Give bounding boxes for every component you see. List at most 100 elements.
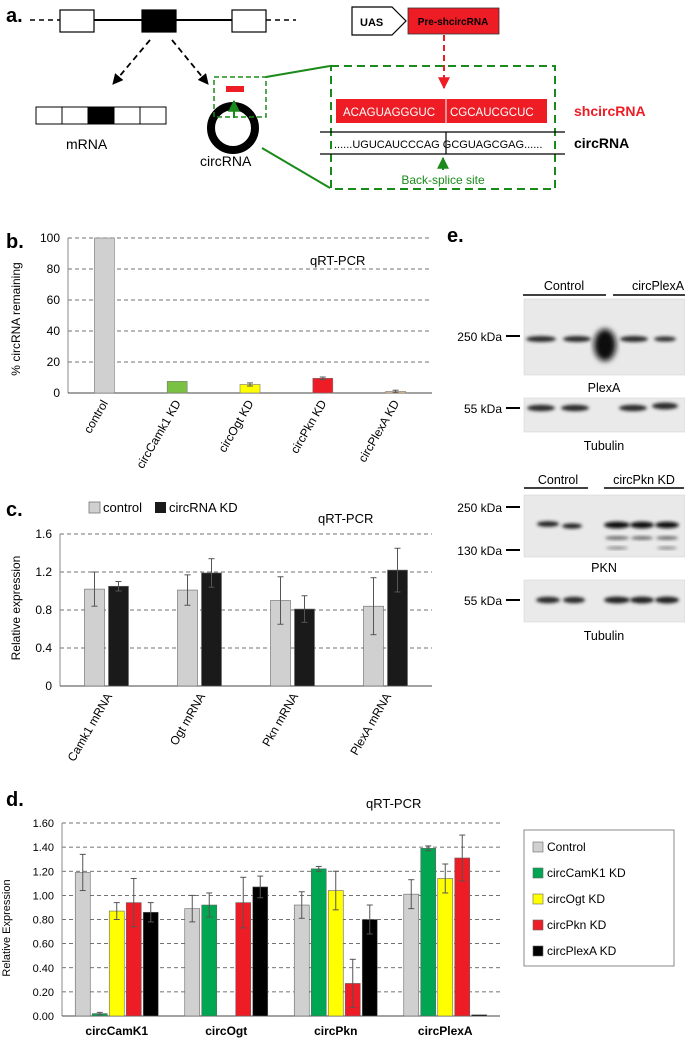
blot2-caption-pkn: PKN xyxy=(591,561,617,575)
blot2-marker-130: 130 kDa xyxy=(457,544,502,558)
chart-b-xtick: circCamk1 KD xyxy=(133,397,184,471)
circrna-label: circRNA xyxy=(200,153,252,169)
chart-d-ytick: 1.40 xyxy=(33,842,54,854)
pre-shcircrna-box xyxy=(407,7,500,35)
blot2-caption-tubulin: Tubulin xyxy=(584,629,625,643)
plexa-artifact xyxy=(594,329,616,361)
mrna-exon xyxy=(61,106,89,125)
chart-d: 0.00 0.20 0.40 0.60 0.80 1.00 1.20 1.40 1.60 circ… xyxy=(33,818,500,1038)
chart-c-xtick: Ogt mRNA xyxy=(167,691,208,748)
chart-d-ytick: 0.80 xyxy=(33,915,54,927)
chart-c-ylabel: Relative expression xyxy=(9,556,23,661)
zoom-box xyxy=(213,76,267,118)
chart-c-xtick: Camk1 mRNA xyxy=(65,691,115,764)
chart-c-xtick: PlexA mRNA xyxy=(347,691,394,758)
arrow-to-circrna xyxy=(171,39,209,85)
chart-d-bar xyxy=(437,878,454,1017)
panel-d-label: d. xyxy=(6,789,24,811)
pkn-faint-band xyxy=(656,536,678,540)
panel-b: b. % circRNA remaining 0 20 40 60 80 100 contr… xyxy=(6,231,432,471)
chart-d-ytick: 0.60 xyxy=(33,939,54,951)
chart-d-bar xyxy=(252,886,269,1017)
pkn-faint-band xyxy=(606,546,628,550)
legend-c-kd-label: circRNA KD xyxy=(169,500,238,515)
tubulin-band xyxy=(630,596,654,604)
chart-b-bar xyxy=(312,377,334,394)
chart-d-bar xyxy=(201,904,218,1017)
chart-c-bar xyxy=(201,572,222,687)
tubulin-band xyxy=(652,402,678,410)
exon-box xyxy=(231,9,267,33)
chart-d-bar xyxy=(420,848,437,1017)
chart-b-bar xyxy=(94,237,115,394)
tubulin-band xyxy=(561,404,589,412)
chart-c-ytick: 0.8 xyxy=(35,603,52,617)
pkn-band xyxy=(630,521,654,529)
chart-b-title: qRT-PCR xyxy=(310,253,365,268)
exon-box xyxy=(59,9,95,33)
legend-d-box xyxy=(523,829,675,967)
circrna-seq-label: circRNA xyxy=(574,135,629,151)
panel-c: c. Relative expression control circRNA K… xyxy=(6,499,432,764)
chart-d-bar xyxy=(184,908,201,1017)
legend-d-swatch xyxy=(532,919,544,931)
panel-d: d. Relative Expression qRT-PCR 0.000.200… xyxy=(1,789,675,1038)
legend-c-control-swatch xyxy=(88,501,101,514)
shcircrna-bar xyxy=(336,99,547,123)
chart-c: 0 0.4 0.8 1.2 1.6 Camk1 mRNA Ogt mRNA Pkn mRNA P… xyxy=(35,527,432,764)
zoom-line-bottom xyxy=(261,147,331,189)
panel-e-label: e. xyxy=(447,225,464,247)
chart-c-xtick: Pkn mRNA xyxy=(259,691,301,749)
chart-d-bar xyxy=(142,911,159,1017)
legend-d-label: circPkn KD xyxy=(547,918,607,932)
legend-d: Control circCamK1 KD circOgt KD circPkn KD c… xyxy=(532,840,626,958)
uas-label: UAS xyxy=(360,17,383,29)
pkn-band xyxy=(655,521,679,529)
chart-d-ytick: 1.60 xyxy=(33,818,54,830)
chart-b-ytick: 60 xyxy=(47,293,61,307)
legend-d-label: circPlexA KD xyxy=(547,944,617,958)
tubulin-band xyxy=(655,596,679,604)
blot1-group-control: Control xyxy=(544,279,584,293)
panel-a: a. mRNA circRNA UAS Pre-shcircRNA xyxy=(6,5,646,190)
chart-b-bar xyxy=(166,381,188,394)
plexa-band xyxy=(563,336,591,342)
chart-d-xtick: circPkn xyxy=(314,1024,357,1038)
zoom-line-top xyxy=(265,65,331,78)
shrna-mini xyxy=(226,86,244,92)
panel-b-label: b. xyxy=(6,231,24,253)
mrna-label: mRNA xyxy=(66,136,108,152)
legend-d-swatch xyxy=(532,867,544,879)
chart-b-ytick: 40 xyxy=(47,324,61,338)
chart-d-bar xyxy=(310,868,327,1017)
chart-b-ytick: 0 xyxy=(53,386,60,400)
chart-c-ytick: 0 xyxy=(45,679,52,693)
chart-b-ylabel: % circRNA remaining xyxy=(9,262,23,375)
pkn-faint-band xyxy=(631,536,653,540)
plexa-band xyxy=(654,336,676,342)
tubulin-band xyxy=(563,596,585,604)
pkn-faint-band xyxy=(657,546,677,550)
chart-d-title: qRT-PCR xyxy=(366,796,421,811)
uas-arrow xyxy=(351,6,407,36)
legend-d-swatch xyxy=(532,841,544,853)
legend-d-swatch xyxy=(532,945,544,957)
blot2-marker-250: 250 kDa xyxy=(457,501,502,515)
chart-c-title: qRT-PCR xyxy=(318,511,373,526)
chart-b-xtick: circOgt KD xyxy=(215,397,256,455)
blot2-group-control: Control xyxy=(538,473,578,487)
blot1-group-kd: circPlexA KD xyxy=(632,279,685,293)
chart-d-bar xyxy=(403,893,420,1017)
blot1-marker-55: 55 kDa xyxy=(464,402,502,416)
chart-c-bar xyxy=(108,585,129,687)
mrna-exon xyxy=(87,106,115,125)
legend-d-label: circCamK1 KD xyxy=(547,866,626,880)
tubulin-band xyxy=(619,404,647,412)
chart-d-ytick: 0.00 xyxy=(33,1011,54,1023)
panel-e: e. Control circPlexA KD 250 kDa PlexA 55… xyxy=(447,225,685,643)
circ-seq: ......UGUCAUCCCAG GCGUAGCGAG...... xyxy=(334,139,542,151)
tubulin-band xyxy=(536,596,560,604)
legend-d-swatch xyxy=(532,893,544,905)
pre-shcircrna-label: Pre-shcircRNA xyxy=(418,17,489,28)
bss-label: Back-splice site xyxy=(401,173,485,187)
